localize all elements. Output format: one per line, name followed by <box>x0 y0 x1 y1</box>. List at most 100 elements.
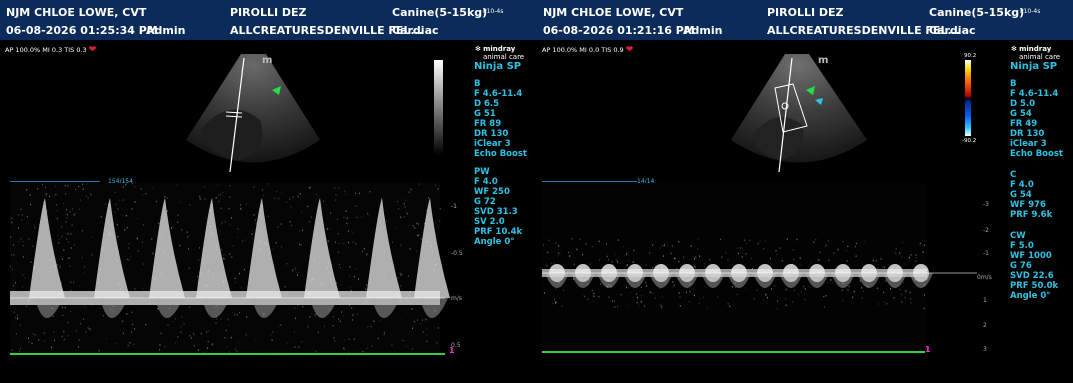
param-line: FR 89 <box>474 119 502 129</box>
velocity-scale-label: 0.5 <box>451 342 461 349</box>
b-mode-sector-image <box>186 54 320 173</box>
doppler-params: PW F 4.0 WF 250 G 72 SVD 31.3 SV 2.0 PRF 10.4k… <box>474 167 522 247</box>
param-line: Angle 0° <box>474 237 515 247</box>
param-line: Angle 0° <box>1010 291 1051 301</box>
grayscale-bar <box>434 60 443 155</box>
param-line: SVD 22.6 <box>1010 271 1054 281</box>
color-flow-scale-bar <box>965 60 971 136</box>
ecg-baseline <box>10 353 445 355</box>
logo-text: mindray <box>483 45 516 53</box>
param-line: PRF 10.4k <box>474 227 523 237</box>
velocity-scale-label: 1 <box>983 297 987 304</box>
param-line: iClear 3 <box>474 139 511 149</box>
color-scale-bottom: -90.2 <box>962 138 977 144</box>
param-line: F 4.6-11.4 <box>474 89 523 99</box>
user-label: Admin <box>146 24 186 37</box>
velocity-scale-label: m/s <box>451 295 462 302</box>
trace-timeline <box>10 181 100 182</box>
doppler-spectrum <box>542 183 977 351</box>
ecg-baseline <box>542 351 925 353</box>
velocity-scale-label: 2 <box>983 322 987 329</box>
logo-mark-icon: ✻ <box>475 45 484 53</box>
heart-icon: ❤ <box>88 45 97 55</box>
param-line: iClear 3 <box>1010 139 1047 149</box>
trace-marker: 1 <box>925 345 931 354</box>
color-scale-top: 90.2 <box>964 53 977 59</box>
logo-subtext: animal care <box>1019 53 1061 61</box>
exam-datetime: 06-08-2026 01:21:16 PM <box>543 24 695 37</box>
clinic-name: ALLCREATURESDENVILLE FEL... <box>767 24 960 37</box>
param-line: PRF 50.0k <box>1010 281 1059 291</box>
param-line: D 6.5 <box>474 99 500 109</box>
param-line: B <box>474 79 481 89</box>
device-model: Ninja SP <box>474 61 522 72</box>
velocity-scale-label: 3 <box>983 346 987 353</box>
frame-counter: 154/154 <box>108 178 133 185</box>
param-line: DR 130 <box>474 129 509 139</box>
acoustic-status: AP 100.0% MI 0.0 TIS 0.9 ❤ <box>542 45 633 55</box>
param-line: G 54 <box>1010 190 1032 200</box>
param-line: F 5.0 <box>1010 241 1034 251</box>
ultrasound-panel-left: NJM CHLOE LOWE, CVT PIROLLI DEZ Canine(5… <box>0 0 537 355</box>
param-line: B <box>1010 79 1017 89</box>
param-line: G 72 <box>474 197 496 207</box>
param-line: G 76 <box>1010 261 1032 271</box>
param-line: PRF 9.6k <box>1010 210 1053 220</box>
logo-mark-icon: ✻ <box>1011 45 1020 53</box>
b-mode-color-sector-image <box>731 54 867 173</box>
operator-name: NJM CHLOE LOWE, CVT <box>543 6 684 19</box>
probe-label: P10-4s <box>1020 8 1041 15</box>
user-label: Admin <box>683 24 723 37</box>
doppler-params: CW F 5.0 WF 1000 G 76 SVD 22.6 PRF 50.0k Angle… <box>1010 231 1058 301</box>
acoustic-output-text: AP 100.0% MI 0.3 TIS 0.3 <box>5 46 87 54</box>
param-line: Echo Boost <box>1010 149 1063 159</box>
probe-label: P10-4s <box>483 8 504 15</box>
param-line: WF 1000 <box>1010 251 1052 261</box>
device-model: Ninja SP <box>1010 61 1058 72</box>
param-line: Echo Boost <box>474 149 527 159</box>
doppler-spectrum <box>10 183 450 355</box>
param-line: PW <box>474 167 490 177</box>
species-label: Canine(5-15kg) <box>929 6 1025 19</box>
clinic-name: ALLCREATURESDENVILLE FEL... <box>230 24 423 37</box>
param-line: WF 976 <box>1010 200 1046 210</box>
param-line: CW <box>1010 231 1026 241</box>
exam-type: Cardiac <box>929 24 976 37</box>
mindray-logo: ✻ mindray animal care <box>1011 45 1060 61</box>
acoustic-output-text: AP 100.0% MI 0.0 TIS 0.9 <box>542 46 624 54</box>
velocity-scale-label: -1 <box>983 250 989 257</box>
param-line: C <box>1010 170 1017 180</box>
velocity-scale-label: -1 <box>451 203 457 210</box>
m-mark-icon: m <box>262 55 273 66</box>
trace-marker: 1 <box>449 346 455 355</box>
patient-name: PIROLLI DEZ <box>230 6 307 19</box>
param-line: DR 130 <box>1010 129 1045 139</box>
trace-timeline <box>542 181 637 182</box>
velocity-scale-label: 0m/s <box>977 274 992 281</box>
header-bar: NJM CHLOE LOWE, CVT PIROLLI DEZ Canine(5… <box>537 0 1073 40</box>
m-mark-icon: m <box>818 55 829 66</box>
acoustic-status: AP 100.0% MI 0.3 TIS 0.3 ❤ <box>5 45 96 55</box>
param-line: G 54 <box>1010 109 1032 119</box>
velocity-scale-label: -2 <box>983 227 989 234</box>
param-line: F 4.6-11.4 <box>1010 89 1059 99</box>
frame-counter: 14/14 <box>637 178 655 185</box>
heart-icon: ❤ <box>625 45 634 55</box>
header-bar: NJM CHLOE LOWE, CVT PIROLLI DEZ Canine(5… <box>0 0 537 40</box>
operator-name: NJM CHLOE LOWE, CVT <box>6 6 147 19</box>
exam-type: Cardiac <box>392 24 439 37</box>
param-line: F 4.0 <box>1010 180 1034 190</box>
param-line: SVD 31.3 <box>474 207 518 217</box>
velocity-scale-label: -3 <box>983 201 989 208</box>
velocity-scale-label: -0.5 <box>451 250 463 257</box>
param-line: WF 250 <box>474 187 510 197</box>
exam-datetime: 06-08-2026 01:25:34 PM <box>6 24 158 37</box>
ultrasound-panel-right: NJM CHLOE LOWE, CVT PIROLLI DEZ Canine(5… <box>537 0 1073 383</box>
logo-subtext: animal care <box>483 53 525 61</box>
param-line: D 5.0 <box>1010 99 1036 109</box>
mindray-logo: ✻ mindray animal care <box>475 45 524 61</box>
param-line: G 51 <box>474 109 496 119</box>
